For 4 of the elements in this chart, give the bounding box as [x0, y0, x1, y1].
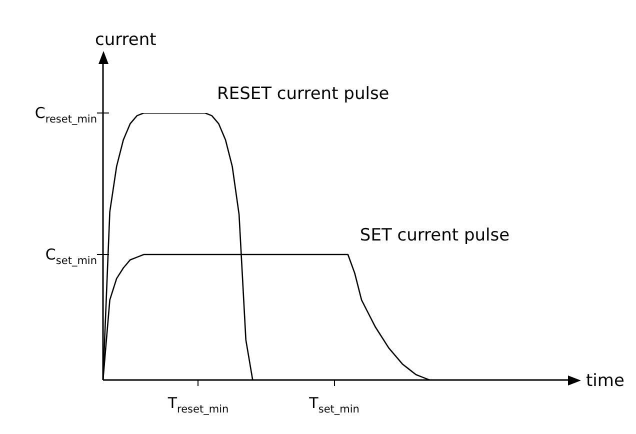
x-axis-title: time — [586, 371, 624, 391]
series-label: SET current pulse — [360, 226, 510, 246]
series-label: RESET current pulse — [217, 84, 390, 104]
y-axis-title: current — [95, 30, 157, 50]
